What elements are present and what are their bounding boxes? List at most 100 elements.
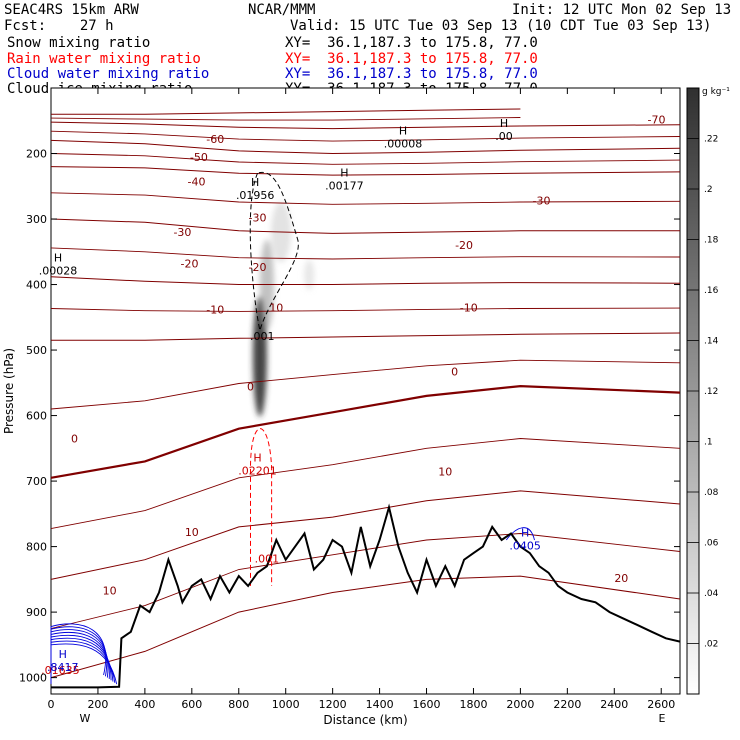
temperature-contour xyxy=(50,384,681,479)
temperature-contour xyxy=(50,139,681,155)
temperature-contour xyxy=(50,307,681,312)
rain-max-value: .001 xyxy=(255,553,280,566)
rain-max-value: .01635 xyxy=(41,664,80,677)
temperature-contour-label: -30 xyxy=(173,226,191,239)
temperature-contour-label: -70 xyxy=(648,113,666,126)
temperature-contour-label: -20 xyxy=(249,261,267,274)
y-tick-label: 800 xyxy=(26,541,47,554)
y-tick-label: 1000 xyxy=(19,672,47,685)
x-tick-label: 400 xyxy=(134,698,155,711)
cloud-water-contour xyxy=(50,637,114,682)
temperature-contour xyxy=(50,218,680,234)
legend-rain-label: Rain water mixing ratio xyxy=(7,51,201,67)
ice-max-value: .00028 xyxy=(39,264,78,277)
y-tick-label: 200 xyxy=(26,148,47,161)
y-tick-label: 300 xyxy=(26,213,47,226)
temperature-contour xyxy=(50,153,681,165)
header-center-title: NCAR/MMM xyxy=(248,2,316,18)
snow-shading xyxy=(252,202,315,417)
x-tick-label: 2200 xyxy=(553,698,581,711)
colorbar-tick-label: .02 xyxy=(704,640,718,650)
temperature-contour-label: 10 xyxy=(269,301,283,314)
temperature-contour-label: 0 xyxy=(71,432,78,445)
temperature-contour xyxy=(50,130,681,142)
ice-max-value: .01956 xyxy=(236,189,275,202)
ice-max-marker: H xyxy=(54,251,62,264)
east-label: E xyxy=(659,712,666,725)
temperature-contour-label: 0 xyxy=(247,381,254,394)
cloud-water-contour xyxy=(50,632,110,679)
y-tick-label: 400 xyxy=(26,279,47,292)
plot-frame xyxy=(50,87,681,695)
temperature-contour-label: -50 xyxy=(190,151,208,164)
colorbar-tick-label: .1 xyxy=(704,438,713,448)
temperature-contour-label: -60 xyxy=(206,133,224,146)
x-tick-label: 1200 xyxy=(319,698,347,711)
temperature-contour xyxy=(50,359,681,410)
cloud-max-value: .0405 xyxy=(509,540,541,553)
header-init: Init: 12 UTC Mon 02 Sep 13 xyxy=(512,2,732,18)
snow-side-shade xyxy=(304,259,315,290)
temperature-contour-label: -20 xyxy=(180,258,198,271)
colorbar-unit: g kg⁻¹ xyxy=(702,87,730,97)
colorbar-tick-label: .14 xyxy=(704,337,719,347)
colorbar-tick-label: .08 xyxy=(704,488,719,498)
terrain-line xyxy=(51,503,681,689)
legend-snow-xy: XY= 36.1,187.3 to 175.8, 77.0 xyxy=(285,35,538,51)
temperature-contour xyxy=(50,490,681,580)
colorbar-tick-label: .06 xyxy=(704,539,719,549)
west-label: W xyxy=(80,712,91,725)
temperature-contour-label: -10 xyxy=(460,301,478,314)
temperature-contour xyxy=(50,117,521,121)
legend-cloud-label: Cloud water mixing ratio xyxy=(7,66,210,82)
rain-max-value: .02201 xyxy=(238,464,277,477)
ice-max-marker: H xyxy=(399,124,407,137)
temperature-contour xyxy=(50,438,681,530)
temperature-contour xyxy=(50,166,681,176)
temperature-contour xyxy=(50,247,681,260)
x-tick-label: 1600 xyxy=(413,698,441,711)
y-tick-label: 500 xyxy=(26,344,47,357)
colorbar-tick-label: .22 xyxy=(704,135,718,145)
cloud-max-marker: H xyxy=(521,527,529,540)
temperature-contour-label: -10 xyxy=(206,303,224,316)
legend-cloud-xy: XY= 36.1,187.3 to 175.8, 77.0 xyxy=(285,66,538,82)
temperature-contour xyxy=(50,276,681,285)
rain-contour xyxy=(249,428,273,586)
colorbar-tick-label: .2 xyxy=(704,185,713,195)
ice-max-value: .001 xyxy=(250,330,275,343)
temperature-contour-label: -40 xyxy=(188,176,206,189)
temperature-contour-label: 10 xyxy=(103,584,117,597)
x-tick-label: 1800 xyxy=(459,698,487,711)
cloud-water-contour xyxy=(50,629,109,678)
y-tick-label: 700 xyxy=(26,475,47,488)
temperature-contour-label: -20 xyxy=(455,239,473,252)
x-tick-label: 1000 xyxy=(272,698,300,711)
x-tick-label: 2000 xyxy=(506,698,534,711)
header-forecast: Fcst: 27 h xyxy=(4,18,114,34)
y-axis-label: Pressure (hPa) xyxy=(2,348,16,434)
x-axis-label: Distance (km) xyxy=(323,713,407,727)
cloud-water-contour xyxy=(50,626,108,677)
header-left-title: SEAC4RS 15km ARW xyxy=(4,2,139,18)
temperature-contour-label: -30 xyxy=(533,195,551,208)
x-tick-label: 600 xyxy=(181,698,202,711)
temperature-contour xyxy=(50,533,681,629)
temperature-contour xyxy=(50,575,681,679)
ice-max-marker: H xyxy=(251,176,259,189)
cloud-water-contour xyxy=(50,634,112,681)
temperature-contour xyxy=(51,332,681,341)
colorbar-tick-label: .12 xyxy=(704,387,718,397)
header-valid: Valid: 15 UTC Tue 03 Sep 13 (10 CDT Tue … xyxy=(290,18,712,34)
temperature-contour-label: 10 xyxy=(185,526,199,539)
cloud-water-contour xyxy=(50,623,106,676)
x-tick-label: 800 xyxy=(228,698,249,711)
snow-core-shade xyxy=(252,296,267,417)
colorbar-tick-label: .18 xyxy=(704,236,719,246)
ice-max-value: .00 xyxy=(495,130,513,143)
cloud-water-contour xyxy=(50,640,116,683)
x-tick-label: 0 xyxy=(48,698,55,711)
x-tick-label: 200 xyxy=(87,698,108,711)
temperature-contour-label: -30 xyxy=(249,212,267,225)
